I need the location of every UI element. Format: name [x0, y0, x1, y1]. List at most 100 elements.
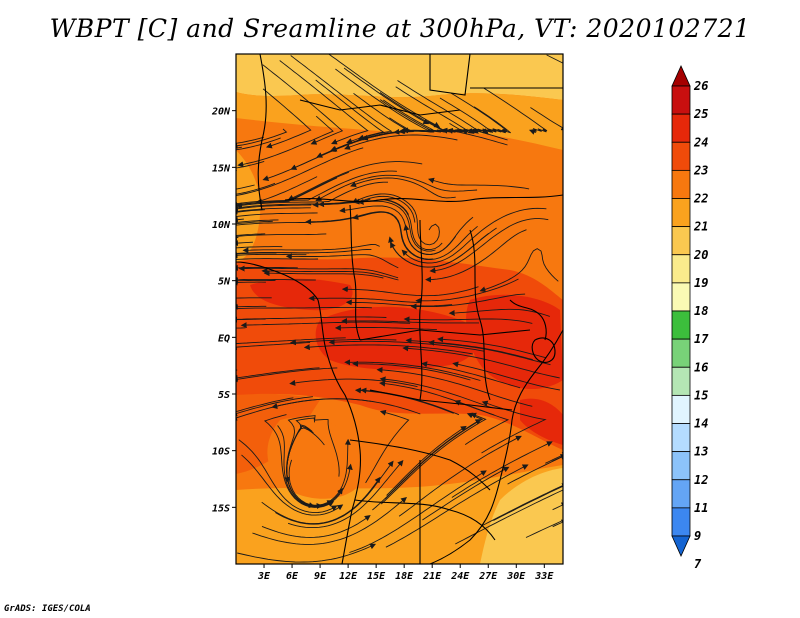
streamline [450, 92, 508, 135]
streamline [236, 181, 388, 209]
streamline [403, 216, 474, 255]
streamline [236, 316, 266, 323]
field-cell-24-east [466, 294, 563, 390]
streamline [236, 258, 319, 260]
streamline [352, 360, 471, 381]
streamline [236, 209, 265, 216]
streamline [236, 212, 372, 226]
streamline [402, 127, 508, 146]
colorbar-label: 13 [694, 445, 708, 459]
streamline [236, 367, 338, 383]
streamline [344, 134, 458, 150]
streamline [236, 204, 312, 212]
lon-tick-label: 27E [478, 571, 498, 582]
streamline [561, 483, 563, 489]
streamline [422, 466, 510, 521]
streamline [240, 321, 411, 329]
streamline [236, 337, 346, 347]
lat-tick-label: 5S [218, 390, 230, 401]
border-north-3 [429, 54, 471, 96]
streamline [437, 336, 547, 359]
lon-tick-label: 6E [286, 571, 299, 582]
streamline [288, 438, 351, 506]
streamline [365, 409, 410, 484]
streamline [315, 79, 385, 144]
colorbar-label: 14 [694, 417, 708, 431]
streamline [451, 441, 553, 498]
colorbar-label: 19 [694, 276, 708, 290]
lon-tick-label: 21E [422, 571, 442, 582]
streamline [237, 115, 334, 168]
streamline [329, 120, 448, 152]
streamline [352, 211, 478, 261]
page-title: WBPT [C] and Sreamline at 300hPa, VT: 20… [49, 14, 751, 43]
streamline [385, 464, 529, 548]
colorbar-label: 20 [693, 248, 708, 262]
border-central-4 [359, 329, 531, 341]
border-north-2 [299, 99, 461, 116]
field-cell-22-southwest-swirl [267, 417, 366, 499]
border-south-2 [354, 499, 496, 541]
streamline [236, 232, 266, 239]
lon-tick-label: 15E [367, 571, 386, 582]
streamline [262, 88, 312, 149]
streamline [452, 361, 560, 391]
streamline [439, 97, 494, 135]
streamline [530, 107, 563, 131]
colorbar-swatch [671, 198, 691, 228]
streamline [289, 378, 418, 388]
colorbar-label: 15 [694, 388, 708, 402]
border-east-1 [509, 299, 547, 341]
lat-tick-label: 20N [211, 107, 231, 118]
streamline [279, 60, 369, 145]
streamline [285, 253, 399, 269]
streamline [287, 161, 423, 201]
colorbar-swatch [671, 366, 691, 396]
colorbar-swatch [671, 141, 691, 171]
lon-tick-label: 9E [314, 571, 327, 582]
streamline [472, 106, 511, 134]
streamline [380, 412, 487, 505]
streamline [236, 147, 364, 199]
streamline [242, 244, 380, 254]
coastline-west-africa [236, 261, 362, 564]
streamline [429, 218, 549, 274]
colorbar-label: 7 [694, 557, 702, 571]
colorbar-swatch [671, 338, 691, 368]
streamline [236, 303, 267, 310]
streamline [236, 176, 318, 205]
colorbar-swatch [671, 169, 691, 199]
streamline [284, 415, 340, 484]
lon-tick-label: 24E [450, 571, 470, 582]
colorbar-swatch [671, 85, 691, 115]
streamline [262, 64, 344, 145]
colorbar-label: 23 [693, 163, 708, 177]
streamline [334, 324, 437, 331]
colorbar-swatch [671, 507, 691, 537]
streamline [252, 496, 408, 545]
streamline [448, 308, 550, 317]
border-central-2 [419, 219, 423, 401]
streamline [236, 246, 283, 249]
streamline [236, 177, 338, 209]
colorbar-label: 11 [694, 501, 708, 515]
streamline [349, 470, 487, 553]
streamline [255, 170, 397, 205]
border-central-1 [349, 204, 361, 341]
streamline [345, 299, 453, 307]
streamline [237, 543, 377, 563]
lon-tick-label: 18E [395, 571, 414, 582]
border-sahel [284, 194, 563, 202]
credit-text: GrADS: IGES/COLA [4, 604, 91, 614]
map-area[interactable] [231, 54, 568, 564]
streamline [525, 517, 563, 538]
colorbar-swatch [671, 226, 691, 256]
streamline [425, 229, 527, 283]
streamline [236, 182, 276, 195]
streamline [308, 295, 420, 303]
streamline [344, 359, 481, 381]
country-boundaries [236, 54, 563, 564]
streamline [241, 454, 344, 516]
streamline [350, 177, 456, 199]
streamline [262, 133, 388, 181]
